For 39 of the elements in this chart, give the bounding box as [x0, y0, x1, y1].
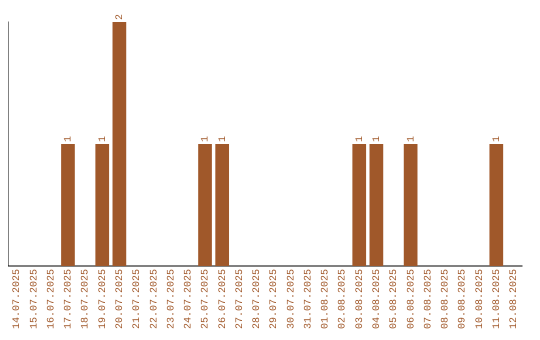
x-tick-label: 09.08.2025 [458, 268, 469, 330]
x-tick-label: 15.07.2025 [29, 268, 40, 330]
x-tick-label: 04.08.2025 [372, 268, 384, 330]
data-label: 1 [200, 136, 212, 142]
x-tick-label: 11.08.2025 [492, 268, 503, 330]
data-label: 1 [218, 136, 229, 142]
x-tick-label: 05.08.2025 [389, 268, 400, 330]
x-tick-label: 18.07.2025 [80, 268, 92, 330]
data-label: 1 [64, 136, 75, 142]
x-tick-label: 20.07.2025 [115, 268, 126, 330]
x-tick-label: 29.07.2025 [269, 268, 280, 330]
x-tick-label: 24.07.2025 [184, 268, 195, 330]
x-tick-label: 08.08.2025 [440, 268, 452, 330]
data-label: 1 [372, 136, 384, 142]
data-label: 1 [406, 136, 418, 142]
x-tick-label: 19.07.2025 [98, 268, 109, 330]
x-tick-label: 01.08.2025 [320, 268, 332, 330]
x-tick-label: 31.07.2025 [303, 268, 314, 330]
x-tick-label: 23.07.2025 [166, 268, 178, 330]
x-tick-label: 17.07.2025 [64, 268, 75, 330]
data-label: 2 [115, 14, 126, 20]
x-tick-label: 25.07.2025 [200, 268, 212, 330]
x-tick-label: 07.08.2025 [423, 268, 434, 330]
x-tick-label: 26.07.2025 [218, 268, 229, 330]
x-tick-label: 14.07.2025 [12, 268, 24, 330]
x-tick-label: 02.08.2025 [338, 268, 349, 330]
x-tick-label: 10.08.2025 [474, 268, 486, 330]
x-tick-label: 16.07.2025 [46, 268, 58, 330]
data-label: 1 [98, 136, 109, 142]
x-tick-label: 27.07.2025 [234, 268, 246, 330]
x-tick-label: 21.07.2025 [132, 268, 144, 330]
data-label: 1 [492, 136, 503, 142]
x-tick-label: 12.08.2025 [509, 268, 520, 330]
x-tick-label: 06.08.2025 [406, 268, 418, 330]
data-label: 1 [354, 136, 366, 142]
x-tick-label: 22.07.2025 [149, 268, 160, 330]
x-tick-label: 30.07.2025 [286, 268, 298, 330]
x-tick-label: 03.08.2025 [354, 268, 366, 330]
x-tick-label: 28.07.2025 [252, 268, 264, 330]
